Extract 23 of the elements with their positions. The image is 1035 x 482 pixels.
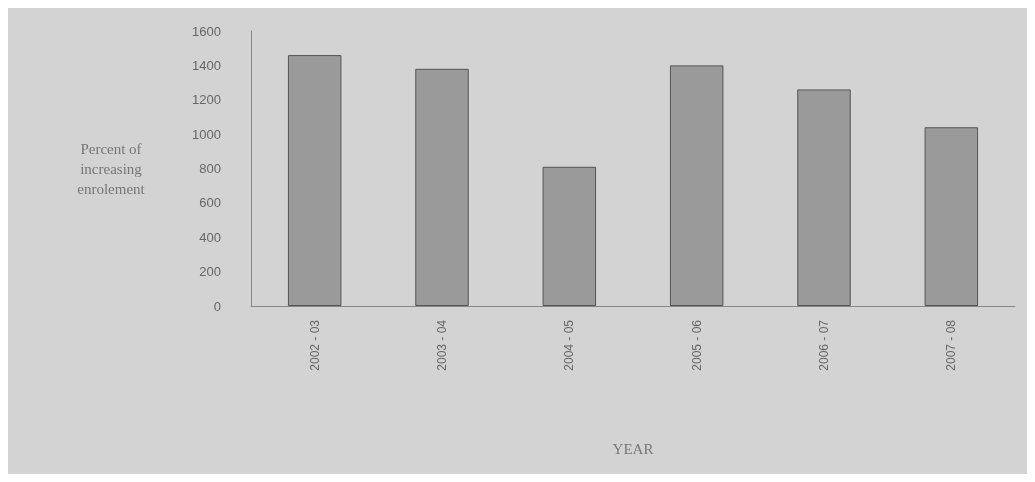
x-tick-label: 2007 - 08: [944, 319, 959, 371]
y-tick-label: 1200: [192, 92, 221, 108]
y-tick-label: 600: [199, 195, 221, 211]
bar: [542, 166, 597, 306]
x-tick-label: 2005 - 06: [689, 319, 704, 371]
x-tick-label: 2002 - 03: [307, 319, 322, 371]
y-tick-label: 400: [199, 229, 221, 245]
y-tick-label: 0: [213, 298, 221, 314]
x-tick-label: 2003 - 04: [435, 319, 449, 371]
bar: [797, 89, 851, 306]
y-tick-label: 1000: [192, 126, 221, 142]
y-axis-title: Percent of increasing enrolement: [77, 140, 146, 197]
x-axis-title: YEAR: [612, 440, 654, 457]
y-tick-label: 1600: [192, 23, 221, 39]
y-tick-label: 1400: [192, 57, 221, 73]
x-tick-label: 2006 - 07: [817, 319, 831, 371]
x-tick-label: 2004 - 05: [562, 319, 577, 371]
bar: [415, 68, 469, 306]
bar: [669, 65, 724, 306]
y-tick-label: 800: [199, 161, 221, 176]
y-tick-label: 200: [199, 264, 221, 280]
bar: [287, 55, 342, 306]
bar: [924, 127, 979, 306]
